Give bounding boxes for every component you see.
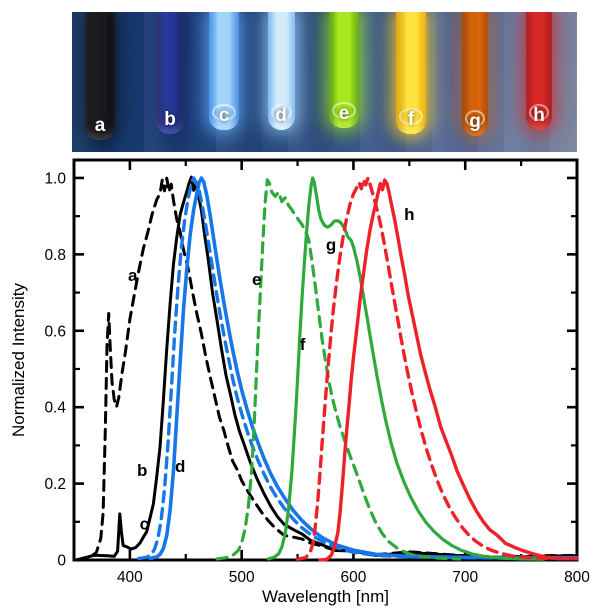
curve-label-c: c xyxy=(140,514,149,533)
curve-label-g: g xyxy=(326,236,336,255)
curve-f xyxy=(266,176,546,561)
x-tick-label: 400 xyxy=(117,569,143,586)
tube-label-b: b xyxy=(164,109,176,130)
tube-g: g xyxy=(462,12,488,136)
y-tick-label: 0.2 xyxy=(44,476,66,493)
curve-label-a: a xyxy=(128,266,138,285)
curve-label-b: b xyxy=(137,461,147,480)
meniscus-ring xyxy=(529,104,549,121)
x-axis-title: Wavelength [nm] xyxy=(262,587,389,606)
y-tick-label: 0.6 xyxy=(44,323,66,340)
tube-label-f: f xyxy=(407,109,415,130)
tube-label-c: c xyxy=(218,105,230,126)
curve-h xyxy=(318,178,579,562)
x-tick-label: 600 xyxy=(341,569,367,586)
tube-label-e: e xyxy=(338,103,350,124)
curve-a xyxy=(74,176,579,562)
curve-label-d: d xyxy=(175,457,185,476)
tube-label-d: d xyxy=(275,105,287,126)
tube-h: h xyxy=(526,12,552,130)
curve-d xyxy=(148,176,579,561)
y-tick-label: 0.8 xyxy=(44,247,66,264)
tube-f: f xyxy=(396,12,426,134)
curve-label-h: h xyxy=(404,205,414,224)
x-tick-label: 700 xyxy=(452,569,478,586)
tube-e: e xyxy=(329,12,359,128)
tube-label-h: h xyxy=(533,105,545,126)
curve-e xyxy=(215,178,462,561)
curve-label-f: f xyxy=(300,335,306,354)
tube-c: c xyxy=(209,12,239,130)
curve-g xyxy=(295,176,579,561)
tubes-photo: a b c d e f g h xyxy=(72,12,577,152)
tube-glass xyxy=(156,12,184,134)
curve-c xyxy=(137,176,579,561)
y-tick-label: 0 xyxy=(57,553,66,570)
meniscus-ring xyxy=(332,102,356,119)
tube-b: b xyxy=(156,12,184,134)
tube-label-g: g xyxy=(469,111,481,132)
tube-label-a: a xyxy=(94,115,106,136)
y-tick-label: 0.4 xyxy=(44,400,66,417)
meniscus-ring xyxy=(270,104,292,121)
curve-label-e: e xyxy=(252,270,261,289)
x-tick-label: 500 xyxy=(229,569,255,586)
y-axis-title: Normalized Intensity xyxy=(9,283,28,438)
x-tick-label: 800 xyxy=(564,569,590,586)
tube-d: d xyxy=(267,12,295,130)
meniscus-ring xyxy=(212,104,236,121)
y-tick-label: 1.0 xyxy=(44,170,66,187)
tube-glass xyxy=(85,12,115,140)
tube-a: a xyxy=(85,12,115,140)
meniscus-ring xyxy=(399,108,423,125)
meniscus-ring xyxy=(465,110,485,127)
